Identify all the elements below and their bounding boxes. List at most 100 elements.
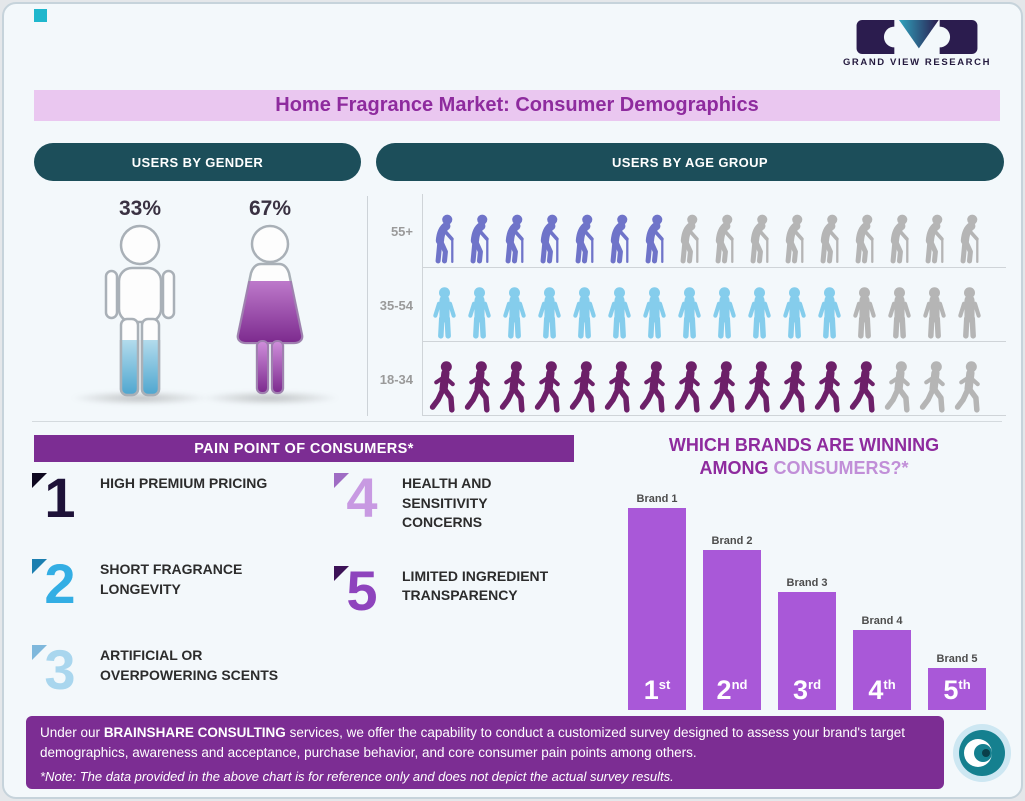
elderly-person-icon (743, 209, 776, 267)
adult-person-icon (778, 283, 811, 341)
age-row-icons (422, 342, 1006, 416)
walking-person-icon (708, 357, 741, 415)
adult-person-icon (673, 283, 706, 341)
pain-points-header-label: PAIN POINT OF CONSUMERS* (194, 440, 414, 457)
walking-person-icon (918, 357, 951, 415)
adult-person-icon (638, 283, 671, 341)
pain-point-label: ARTIFICIAL OR OVERPOWERING SCENTS (100, 647, 279, 683)
walking-person-icon (428, 357, 461, 415)
elderly-person-icon (603, 209, 636, 267)
brand-rank-label: 2nd (716, 675, 748, 705)
logo-text: GRAND VIEW RESEARCH (842, 57, 992, 68)
footer-banner: Under our BRAINSHARE CONSULTING services… (26, 716, 944, 789)
brand-bar-label: Brand 2 (711, 535, 753, 547)
brand-bar: 3rd (778, 592, 836, 710)
brand-bar: 4th (853, 630, 911, 710)
pain-point-item: 1 HIGH PREMIUM PRICING (32, 470, 324, 526)
female-figure-icon (236, 224, 304, 395)
brand-bar-label: Brand 3 (786, 577, 828, 589)
brand-bar: 1st (628, 508, 686, 710)
age-header-label: USERS BY AGE GROUP (611, 154, 768, 170)
gender-section-header: USERS BY GENDER (34, 143, 361, 181)
adult-person-icon (498, 283, 531, 341)
elderly-person-icon (673, 209, 706, 267)
female-figure-shadow (200, 391, 340, 405)
pain-number-icon: 5 (334, 562, 388, 619)
brand-bar-group: Brand 2 2nd (703, 535, 761, 710)
footer-text-bold: BRAINSHARE CONSULTING (103, 725, 286, 740)
age-section-header: USERS BY AGE GROUP (376, 143, 1004, 181)
walking-person-icon (638, 357, 671, 415)
walking-person-icon (953, 357, 986, 415)
adult-person-icon (743, 283, 776, 341)
footer-text: Under our BRAINSHARE CONSULTING services… (26, 716, 944, 766)
footer-text-prefix: Under our (40, 725, 101, 740)
adult-person-icon (813, 283, 846, 341)
adult-person-icon (533, 283, 566, 341)
walking-person-icon (603, 357, 636, 415)
walking-person-icon (813, 357, 846, 415)
walking-person-icon (533, 357, 566, 415)
brands-chart-title: WHICH BRANDS ARE WINNING AMONG CONSUMERS… (604, 434, 1004, 481)
pain-point-label: SHORT FRAGRANCE LONGEVITY (100, 561, 243, 597)
pain-point-item: 2 SHORT FRAGRANCE LONGEVITY (32, 556, 324, 612)
horizontal-divider (32, 421, 1002, 422)
fold-triangle-icon (32, 473, 47, 488)
brand-rank-label: 4th (868, 675, 896, 705)
age-row: 55+ (374, 194, 1006, 268)
pain-points-header: PAIN POINT OF CONSUMERS* (34, 435, 574, 462)
brand-bar-label: Brand 1 (636, 493, 678, 505)
brand-bar-group: Brand 5 5th (928, 653, 986, 710)
brand-bar-label: Brand 4 (861, 615, 903, 627)
walking-person-icon (463, 357, 496, 415)
age-row-icons (422, 268, 1006, 342)
pain-col-2: 4 HEALTH AND SENSITIVITY CONCERNS 5 LIMITED… (334, 470, 591, 619)
brand-bar-label: Brand 5 (936, 653, 978, 665)
walking-person-icon (673, 357, 706, 415)
adult-person-icon (918, 283, 951, 341)
elderly-person-icon (463, 209, 496, 267)
elderly-person-icon (708, 209, 741, 267)
walking-person-icon (848, 357, 881, 415)
pain-number-icon: 4 (334, 470, 388, 526)
elderly-person-icon (813, 209, 846, 267)
brands-title-among: AMONG (699, 458, 769, 479)
male-figure-shadow (70, 391, 210, 405)
pain-point-label: HEALTH AND SENSITIVITY CONCERNS (402, 475, 492, 531)
elderly-person-icon (533, 209, 566, 267)
brand-bar-group: Brand 1 1st (628, 493, 686, 710)
walking-person-icon (743, 357, 776, 415)
brand-bar: 2nd (703, 550, 761, 710)
pain-number-icon: 2 (32, 556, 86, 612)
walking-person-icon (883, 357, 916, 415)
adult-person-icon (428, 283, 461, 341)
brand-rank-label: 3rd (792, 675, 822, 705)
pain-point-label: HIGH PREMIUM PRICING (100, 475, 268, 491)
adult-person-icon (603, 283, 636, 341)
adult-person-icon (568, 283, 601, 341)
age-row-label: 18-34 (379, 371, 413, 387)
elderly-person-icon (848, 209, 881, 267)
elderly-person-icon (638, 209, 671, 267)
brands-title-line1: WHICH BRANDS ARE WINNING (668, 435, 940, 455)
pain-number-icon: 1 (32, 470, 86, 526)
walking-person-icon (778, 357, 811, 415)
age-row: 18-34 (374, 342, 1006, 416)
brand-bars: Brand 1 1st Brand 2 2nd Brand 3 3rd Brand 4 4th… (610, 482, 1004, 710)
fold-triangle-icon (32, 645, 47, 660)
pain-point-item: 3 ARTIFICIAL OR OVERPOWERING SCENTS (32, 642, 324, 698)
pain-point-item: 5 LIMITED INGREDIENT TRANSPARENCY (334, 562, 591, 619)
walking-person-icon (498, 357, 531, 415)
footer-note: *Note: The data provided in the above ch… (40, 769, 674, 785)
male-figure-icon (104, 224, 176, 397)
elderly-person-icon (778, 209, 811, 267)
grand-view-research-logo: GRAND VIEW RESEARCH (839, 20, 995, 68)
adult-person-icon (848, 283, 881, 341)
walking-person-icon (568, 357, 601, 415)
elderly-person-icon (568, 209, 601, 267)
elderly-person-icon (883, 209, 916, 267)
gvr-logo-icon (856, 20, 978, 54)
corner-accent-square (34, 9, 47, 22)
adult-person-icon (883, 283, 916, 341)
age-row-icons (422, 194, 1006, 268)
